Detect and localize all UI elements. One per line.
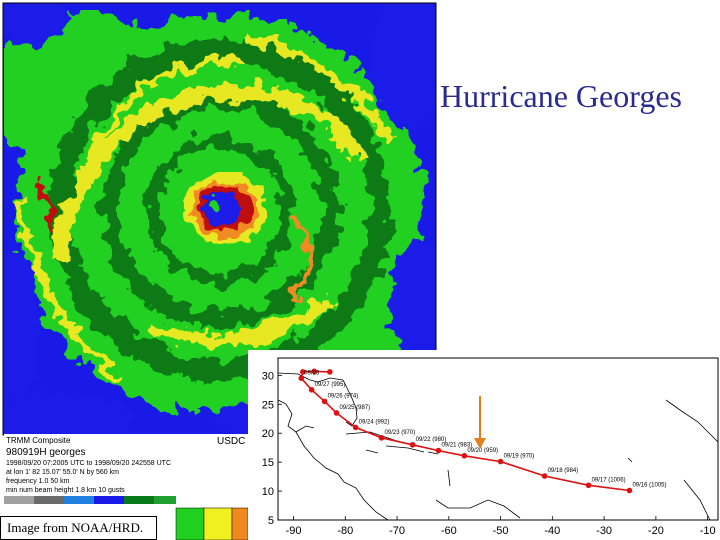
color-scale bbox=[4, 496, 249, 540]
y-tick-label: 5 bbox=[268, 515, 274, 527]
track-point-label: 09/21 (983) bbox=[441, 443, 472, 449]
track-point bbox=[409, 441, 416, 448]
plot-frame bbox=[277, 357, 719, 521]
track-point-label: 09/20 (959) bbox=[467, 448, 498, 454]
track-point-label: 09/26 (974) bbox=[328, 393, 359, 399]
y-tick-label: 15 bbox=[262, 457, 274, 469]
slide-title: Hurricane Georges bbox=[440, 78, 682, 114]
track-point bbox=[497, 458, 504, 465]
radar-meta-line3: 1998/09/20 07:2005 UTC to 1998/09/20 242… bbox=[6, 460, 171, 467]
track-point bbox=[626, 487, 633, 494]
track-point bbox=[298, 375, 305, 382]
track-point-label: 09/23 (970) bbox=[385, 430, 416, 436]
track-point-label: 09/25 (987) bbox=[339, 405, 370, 411]
track-point-label: 09/28 bbox=[304, 370, 320, 376]
track-point bbox=[333, 410, 340, 416]
track-point bbox=[378, 435, 385, 441]
track-point bbox=[541, 473, 548, 479]
coastlines bbox=[277, 372, 719, 521]
y-tick-label: 10 bbox=[262, 486, 274, 498]
y-axis-ticks: 5 10 15 20 25 30 bbox=[262, 370, 282, 527]
track-point bbox=[300, 369, 306, 375]
radar-image: TRMM Composite USDC 980919H georges 1998… bbox=[2, 2, 437, 540]
track-points bbox=[298, 368, 633, 494]
x-tick-label: -40 bbox=[544, 525, 560, 537]
radar-meta-line5: frequency 1.0 50 km bbox=[6, 478, 70, 485]
track-point-label: 09/24 (992) bbox=[359, 419, 390, 425]
y-tick-label: 30 bbox=[262, 370, 274, 382]
track-map: -90 -80 -70 -60 -50 -40 -30 -20 -10 51015202530 … bbox=[248, 350, 720, 540]
radar-meta-line6: min num beam height 1.8 km 10 gusts bbox=[6, 487, 125, 494]
y-tick-label: 25 bbox=[262, 399, 274, 411]
track-point bbox=[321, 398, 328, 405]
track-point-label: 09/19 (970) bbox=[504, 454, 535, 460]
radar-meta-line4: at lon 1' 82 15.07' 55.0' N by 560 km bbox=[6, 469, 119, 476]
track-point-label: 09/16 (1005) bbox=[632, 482, 666, 488]
y-tick-label: 20 bbox=[262, 428, 274, 440]
track-line bbox=[300, 370, 630, 492]
x-tick-label: -60 bbox=[441, 525, 457, 537]
radar-meta-line2: 980919H georges bbox=[6, 447, 86, 458]
x-tick-label: -70 bbox=[389, 525, 405, 537]
x-tick-label: -30 bbox=[596, 525, 612, 537]
track-labels: 09/16 (1005) 09/17 (1006) 09/18 (984) 09/19… bbox=[304, 370, 666, 488]
track-point bbox=[326, 369, 333, 375]
x-tick-label: -20 bbox=[648, 525, 664, 537]
radar-meta-line1: TRMM Composite bbox=[6, 436, 71, 445]
x-tick-label: -80 bbox=[337, 525, 353, 537]
x-tick-label: -10 bbox=[700, 525, 716, 537]
track-point-label: 09/17 (1006) bbox=[592, 477, 626, 483]
track-point bbox=[311, 368, 318, 375]
track-point bbox=[585, 482, 592, 489]
track-point-label: 09/22 (980) bbox=[416, 437, 447, 443]
track-point-label: 09/27 (995) bbox=[315, 382, 346, 388]
track-point bbox=[352, 424, 359, 431]
x-axis-ticks: -90 -80 -70 -60 -50 -40 -30 -20 -10 bbox=[286, 516, 716, 537]
x-tick-label: -90 bbox=[286, 525, 302, 537]
x-tick-label: -50 bbox=[493, 525, 509, 537]
track-point bbox=[435, 447, 442, 454]
radar-usdc-label: USDC bbox=[217, 436, 245, 447]
track-point bbox=[308, 387, 315, 393]
track-point-label: 09/18 (984) bbox=[548, 468, 579, 474]
image-credit-caption: Image from NOAA/HRD. bbox=[0, 516, 157, 540]
track-point bbox=[461, 452, 468, 459]
annotation-arrow bbox=[474, 396, 486, 449]
